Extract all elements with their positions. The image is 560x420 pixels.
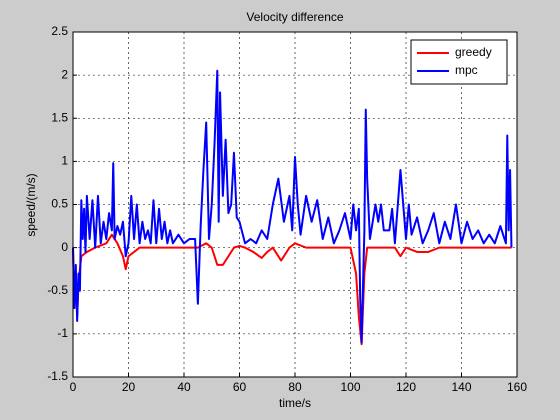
x-tick-label: 100 [340,380,360,394]
y-tick-label: 0 [61,240,68,254]
y-tick-label: -1 [57,326,68,340]
x-tick-label: 60 [233,380,247,394]
plot-frame [72,31,518,378]
line [72,233,512,346]
y-tick-label: 1.5 [51,110,68,124]
x-tick-label: 0 [70,380,77,394]
y-tick-label: -0.5 [47,283,68,297]
y-tick-label: 2 [61,67,68,81]
y-tick-label: -1.5 [47,369,68,383]
x-tick-label: 120 [396,380,416,394]
line [72,69,513,344]
x-tick-label: 40 [177,380,191,394]
legend-box [410,39,508,85]
y-axis-label: speed/(m/s) [24,173,38,236]
y-tick-label: 1 [61,154,68,168]
legend-label: mpc [455,63,478,77]
chart-title: Velocity difference [246,10,343,24]
legend-label: greedy [455,45,492,59]
y-tick-label: 0.5 [51,197,68,211]
x-axis-label: time/s [279,396,311,410]
x-tick-label: 80 [288,380,302,394]
x-tick-label: 140 [451,380,471,394]
y-tick-label: 2.5 [51,24,68,38]
x-tick-label: 160 [507,380,527,394]
x-tick-label: 20 [122,380,136,394]
